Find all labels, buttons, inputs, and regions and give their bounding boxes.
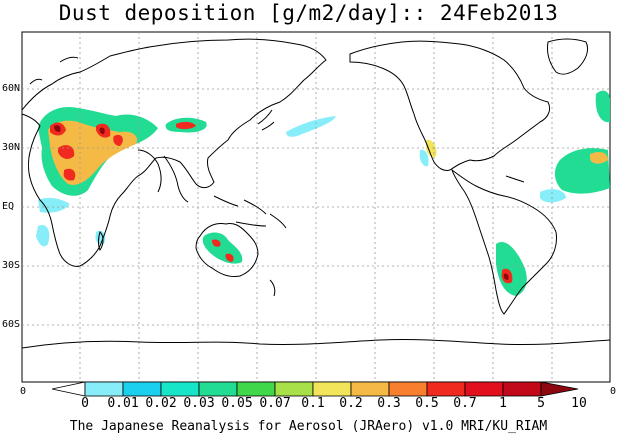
dust-region-pacific — [286, 116, 336, 137]
dust-region-atlantic-core — [590, 152, 608, 164]
dust-region-australia-core — [212, 239, 234, 262]
dust-region-sonora-edge — [419, 149, 429, 167]
legend-label: 10 — [571, 396, 587, 411]
legend-swatch — [236, 381, 276, 397]
legend-label: 0.3 — [377, 396, 401, 411]
graticule — [22, 32, 610, 382]
lon-label-right: 0 — [610, 386, 617, 397]
legend-label: 0.1 — [301, 396, 325, 411]
legend-swatch — [388, 381, 428, 397]
legend-swatch — [84, 381, 124, 397]
legend-label: 0.07 — [259, 396, 291, 411]
legend-arrow-high — [540, 381, 579, 397]
legend-label: 0.2 — [339, 396, 363, 411]
legend-swatch — [122, 381, 162, 397]
dust-region-sahara-hot — [50, 122, 123, 181]
dust-region-gobi-core — [176, 121, 196, 130]
footer-credit: The Japanese Reanalysis for Aerosol (JRA… — [69, 419, 548, 434]
legend-arrow-low — [51, 381, 86, 397]
lat-label-30n: 30N — [2, 142, 21, 153]
legend-swatch — [274, 381, 314, 397]
dust-region-gulf-guinea — [38, 197, 70, 213]
legend-swatch — [464, 381, 504, 397]
lon-label-left: 0 — [20, 386, 27, 397]
legend-label: 0.02 — [145, 396, 177, 411]
dust-region-sahara-peak — [54, 125, 105, 134]
legend-swatch — [502, 381, 542, 397]
legend-swatch — [198, 381, 238, 397]
map-title: Dust deposition [g/m2/day]:: 24Feb2013 — [58, 1, 559, 25]
lat-label-eq: EQ — [2, 201, 15, 212]
legend-label: 0.01 — [107, 396, 139, 411]
dust-region-atlantic-north — [595, 90, 610, 123]
dust-region-angola — [36, 224, 50, 247]
dust-region-atlantic-tail — [540, 189, 566, 203]
legend-swatch — [160, 381, 200, 397]
dust-region-patagonia — [496, 242, 527, 296]
legend-label: 0.7 — [453, 396, 477, 411]
lat-label-60n: 60N — [2, 83, 21, 94]
coastlines — [21, 38, 611, 349]
legend-label: 0.5 — [415, 396, 439, 411]
legend-swatch — [312, 381, 352, 397]
lat-label-30s: 30S — [2, 260, 21, 271]
legend-label: 0.05 — [221, 396, 253, 411]
legend-swatch — [350, 381, 390, 397]
legend-swatch — [426, 381, 466, 397]
lat-label-60s: 60S — [2, 319, 21, 330]
dust-region-patagonia-peak — [503, 273, 509, 280]
legend-label: 5 — [537, 396, 545, 411]
legend-label: 0 — [81, 396, 89, 411]
legend-label: 1 — [499, 396, 507, 411]
legend-label: 0.03 — [183, 396, 215, 411]
